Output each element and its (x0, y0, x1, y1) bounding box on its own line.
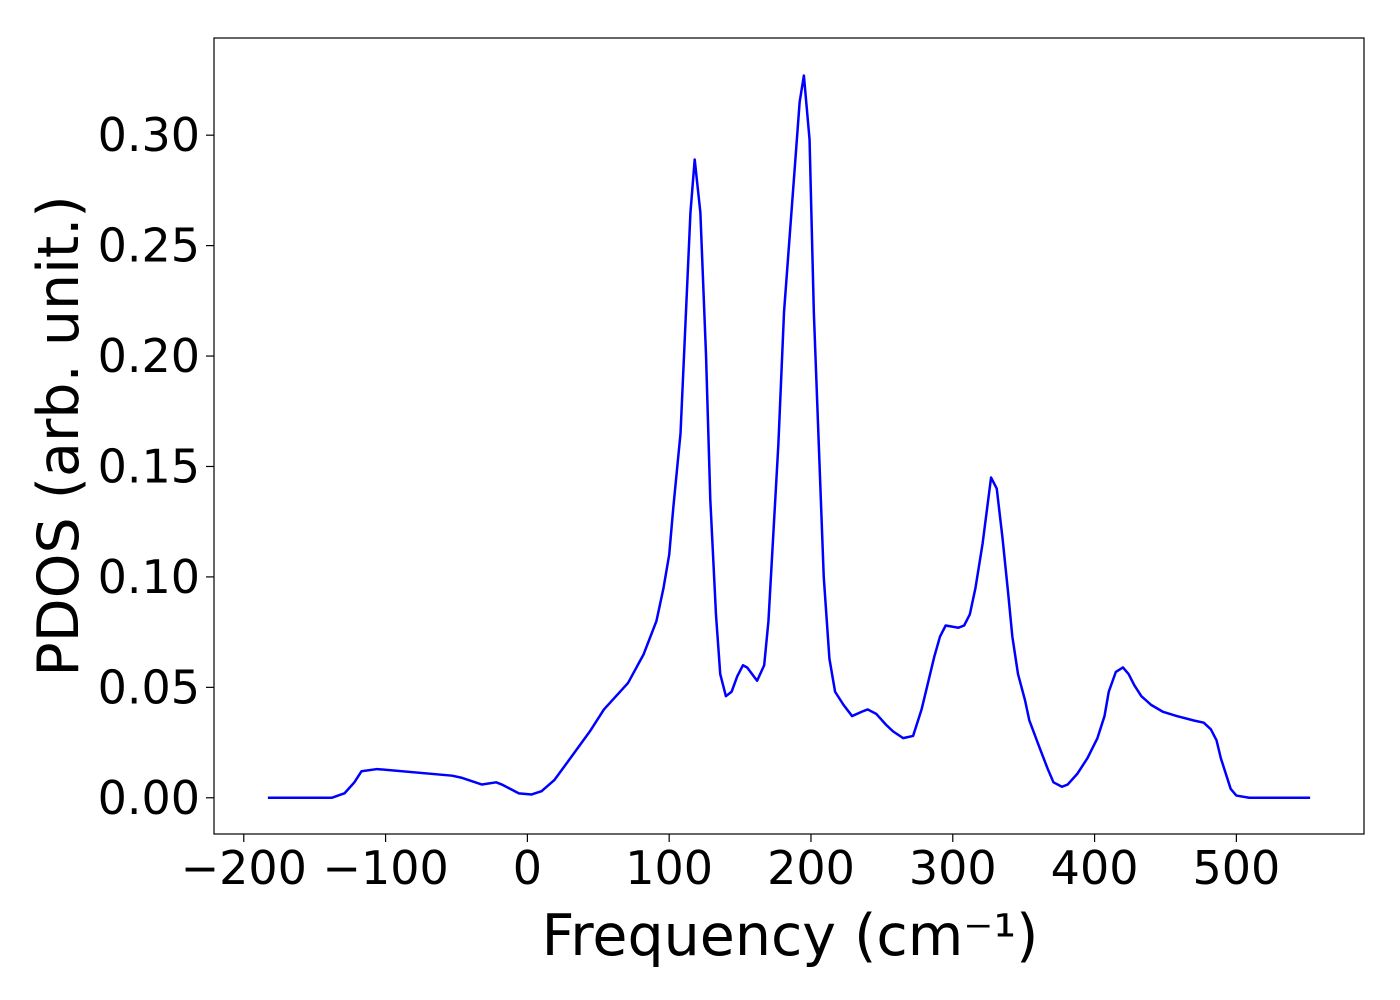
x-tick-label: 200 (767, 841, 855, 895)
y-tick-label: 0.30 (98, 108, 200, 162)
y-tick-label: 0.25 (98, 219, 200, 273)
plot-frame (213, 37, 1365, 835)
x-tick-label: −200 (181, 841, 307, 895)
x-tick-label: −100 (322, 841, 448, 895)
y-tick-label: 0.00 (98, 771, 200, 825)
y-tick-label: 0.20 (98, 329, 200, 383)
x-tick-label: 500 (1192, 841, 1280, 895)
y-tick-label: 0.15 (98, 439, 200, 493)
x-tick-label: 400 (1051, 841, 1139, 895)
x-tick-label: 300 (909, 841, 997, 895)
x-axis-label: Frequency (cm⁻¹) (542, 903, 1039, 969)
y-tick-label: 0.05 (98, 660, 200, 714)
x-tick-label: 0 (513, 841, 542, 895)
y-tick-label: 0.10 (98, 550, 200, 604)
data-line (267, 74, 1311, 800)
y-axis-label: PDOS (arb. unit.) (26, 195, 92, 676)
x-tick-label: 100 (625, 841, 713, 895)
